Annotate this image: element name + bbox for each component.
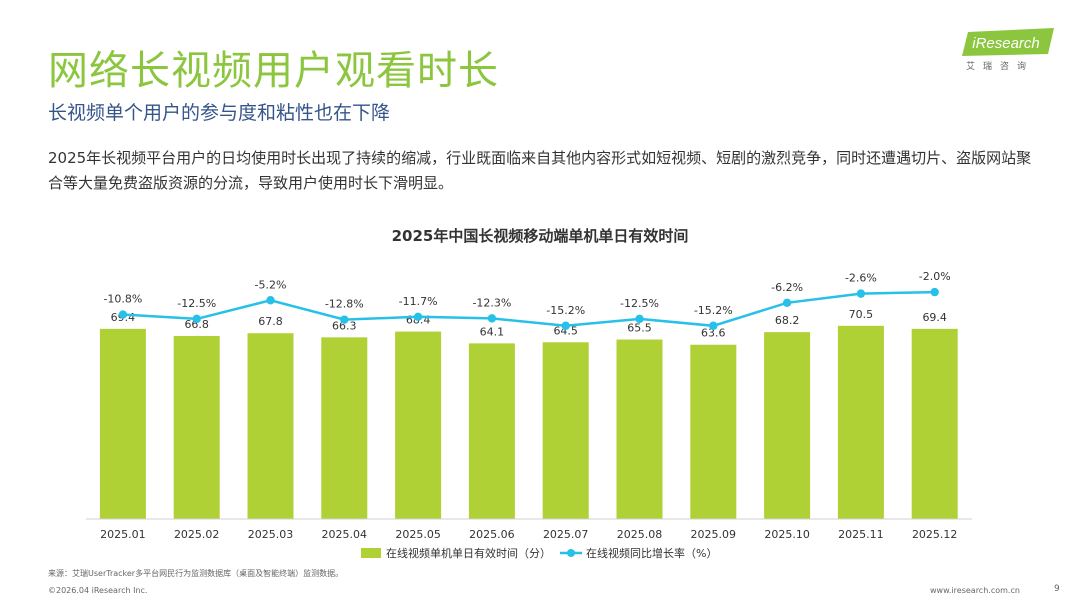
bar bbox=[837, 325, 884, 519]
source-note: 来源：艾瑞UserTracker多平台网民行为监测数据库（桌面及智能终端）监测数… bbox=[48, 569, 344, 578]
website-url: www.iresearch.com.cn bbox=[930, 586, 1020, 595]
page-description: 2025年长视频平台用户的日均使用时长出现了持续的缩减，行业既面临来自其他内容形… bbox=[48, 149, 1032, 192]
bar bbox=[321, 337, 368, 519]
bar-value-label: 67.8 bbox=[258, 315, 283, 328]
chart-legend: 在线视频单机单日有效时间（分） 在线视频同比增长率（%） bbox=[361, 546, 717, 560]
bar-value-label: 70.5 bbox=[849, 308, 874, 321]
line-point bbox=[635, 314, 644, 324]
line-value-label: -12.8% bbox=[325, 298, 364, 311]
bar-value-label: 68.2 bbox=[775, 314, 800, 327]
bar-value-label: 63.6 bbox=[701, 327, 726, 340]
x-tick-label: 2025.07 bbox=[543, 528, 589, 541]
line-point bbox=[856, 289, 866, 298]
line-value-label: -6.2% bbox=[771, 281, 803, 294]
x-tick-label: 2025.10 bbox=[764, 528, 810, 541]
line-point bbox=[930, 287, 939, 297]
line-value-label: -10.8% bbox=[103, 293, 142, 306]
x-tick-label: 2025.01 bbox=[100, 528, 146, 541]
bar-value-label: 64.1 bbox=[480, 325, 505, 338]
logo-text: iResearch bbox=[972, 35, 1040, 52]
x-tick-label: 2025.03 bbox=[248, 528, 294, 541]
x-tick-label: 2025.08 bbox=[617, 528, 663, 541]
chart-title: 2025年中国长视频移动端单机单日有效时间 bbox=[392, 227, 689, 245]
legend-bar-swatch bbox=[361, 548, 381, 558]
line-value-label: -11.7% bbox=[399, 295, 438, 308]
legend-bar-label: 在线视频单机单日有效时间（分） bbox=[386, 546, 551, 560]
line-value-label: -12.5% bbox=[620, 297, 659, 310]
line-value-label: -2.0% bbox=[919, 270, 951, 283]
line-value-label: -5.2% bbox=[255, 278, 287, 291]
x-tick-label: 2025.05 bbox=[395, 528, 441, 541]
bar bbox=[173, 335, 220, 519]
line-point bbox=[709, 321, 718, 330]
line-value-label: -2.6% bbox=[845, 272, 877, 285]
bar bbox=[764, 332, 811, 519]
line-value-label: -12.5% bbox=[177, 297, 216, 310]
line-point bbox=[487, 314, 497, 323]
line-value-label: -15.2% bbox=[546, 304, 585, 317]
bar bbox=[690, 344, 737, 519]
bar bbox=[468, 343, 515, 519]
bar bbox=[99, 328, 146, 519]
x-tick-label: 2025.06 bbox=[469, 528, 515, 541]
page-number: 9 bbox=[1054, 584, 1060, 594]
line-point bbox=[192, 314, 201, 324]
logo-subtext: 艾瑞咨询 bbox=[966, 62, 1035, 72]
x-tick-label: 2025.09 bbox=[691, 528, 737, 541]
x-tick-label: 2025.11 bbox=[838, 528, 884, 541]
bar-value-label: 66.3 bbox=[332, 319, 357, 332]
page-subtitle: 长视频单个用户的参与度和粘性也在下降 bbox=[48, 102, 391, 124]
bar-value-label: 69.4 bbox=[922, 311, 947, 324]
x-tick-label: 2025.04 bbox=[322, 528, 368, 541]
growth-line bbox=[122, 290, 935, 328]
bar-value-label: 66.8 bbox=[184, 318, 209, 331]
line-point bbox=[118, 310, 128, 319]
line-value-label: -12.3% bbox=[472, 296, 511, 309]
bar-value-label: 65.5 bbox=[627, 322, 652, 335]
bar bbox=[616, 339, 663, 519]
line-point bbox=[413, 312, 423, 322]
iresearch-logo: iResearch bbox=[962, 28, 1054, 56]
chart: 2025年中国长视频移动端单机单日有效时间 69.4 66.8 67.8 66.3 68… bbox=[86, 227, 972, 560]
line-point bbox=[340, 315, 349, 324]
bar-value-label: 64.5 bbox=[553, 324, 578, 337]
bar bbox=[911, 328, 958, 519]
legend-line-label: 在线视频同比增长率（%） bbox=[586, 546, 717, 560]
bar bbox=[395, 331, 442, 519]
line-point bbox=[782, 298, 792, 308]
x-tick-label: 2025.12 bbox=[912, 528, 958, 541]
x-tick-label: 2025.02 bbox=[174, 528, 220, 541]
bar bbox=[247, 333, 294, 519]
legend-line-marker bbox=[567, 549, 575, 557]
bar bbox=[542, 342, 589, 519]
page-title: 网络长视频用户观看时长 bbox=[48, 48, 499, 94]
copyright: ©2026.04 iResearch Inc. bbox=[48, 586, 148, 595]
line-value-label: -15.2% bbox=[694, 304, 733, 317]
line-point bbox=[266, 296, 275, 305]
line-point bbox=[561, 321, 570, 330]
